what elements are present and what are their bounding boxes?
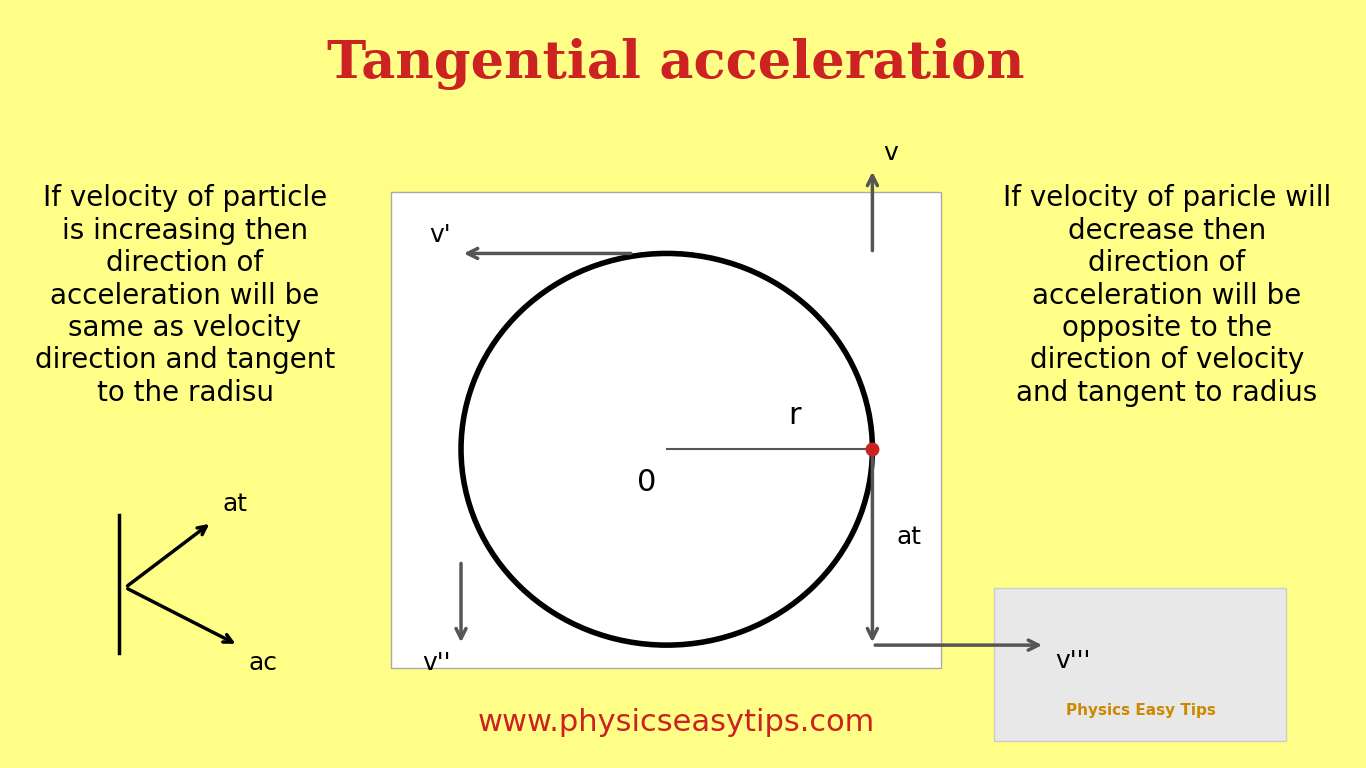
Text: If velocity of particle
is increasing then
direction of
acceleration will be
sam: If velocity of particle is increasing th… — [36, 184, 335, 407]
FancyBboxPatch shape — [391, 192, 941, 668]
Text: ac: ac — [249, 651, 277, 675]
Text: v': v' — [429, 223, 451, 247]
Text: www.physicseasytips.com: www.physicseasytips.com — [477, 708, 874, 737]
Text: v'': v'' — [422, 651, 451, 675]
FancyBboxPatch shape — [994, 588, 1287, 741]
Text: 0: 0 — [637, 468, 657, 498]
Text: If velocity of paricle will
decrease then
direction of
acceleration will be
oppo: If velocity of paricle will decrease the… — [1003, 184, 1330, 407]
Text: r: r — [788, 401, 800, 430]
Text: Tangential acceleration: Tangential acceleration — [328, 38, 1024, 91]
Text: v''': v''' — [1056, 649, 1091, 673]
Text: Physics Easy Tips: Physics Easy Tips — [1065, 703, 1216, 718]
Text: v: v — [882, 141, 897, 165]
Text: at: at — [896, 525, 921, 549]
Text: at: at — [223, 492, 247, 516]
